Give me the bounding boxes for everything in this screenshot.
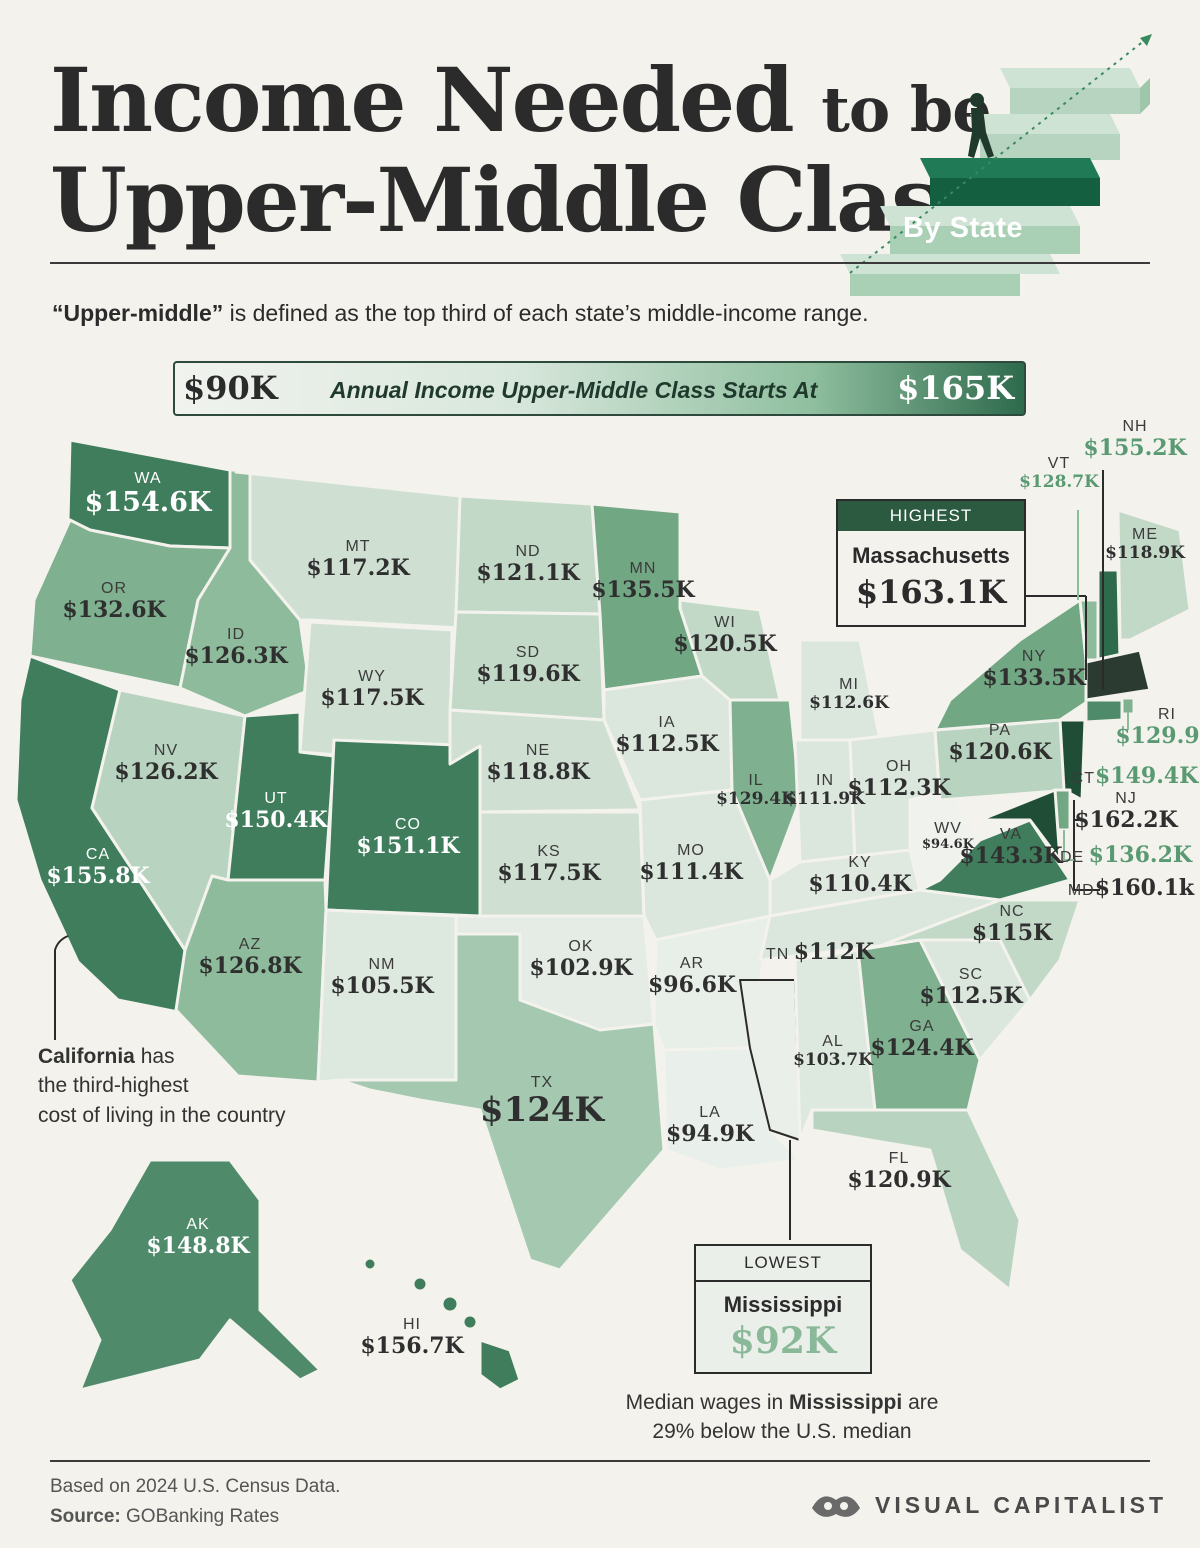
label-NJ: NJ $162.2K bbox=[1074, 790, 1178, 833]
label-AZ: AZ $126.8K bbox=[198, 936, 302, 979]
title-small: to be bbox=[821, 73, 991, 146]
legend-low-value: $90K bbox=[183, 369, 278, 407]
label-DE: DE $136.2K bbox=[1059, 842, 1193, 868]
label-ME: ME $118.9K bbox=[1105, 526, 1185, 563]
label-AR: AR $96.6K bbox=[647, 955, 737, 998]
label-CO: CO $151.1K bbox=[356, 816, 460, 859]
label-IA: IA $112.5K bbox=[615, 714, 719, 757]
state-TX bbox=[338, 932, 666, 1272]
state-MS bbox=[739, 979, 801, 1141]
state-NJ bbox=[1058, 718, 1087, 802]
lowest-state: Mississippi bbox=[723, 1292, 843, 1317]
label-OH: OH $112.3K bbox=[847, 758, 951, 801]
brand-name: VISUAL CAPITALIST bbox=[875, 1492, 1168, 1518]
state-FL bbox=[810, 1108, 1022, 1292]
label-UT: UT $150.4K bbox=[224, 790, 328, 833]
label-CA: CA $155.8K bbox=[46, 846, 150, 889]
label-SC: SC $112.5K bbox=[919, 966, 1023, 1009]
label-GA: GA $124.4K bbox=[870, 1018, 974, 1061]
label-AK: AK $148.8K bbox=[146, 1216, 250, 1259]
state-NC bbox=[878, 898, 1082, 1002]
subtitle-definition: is defined as the top third of each stat… bbox=[229, 300, 869, 326]
label-NY: NY $133.5K bbox=[982, 648, 1086, 691]
state-ME bbox=[1116, 508, 1192, 642]
state-HI bbox=[478, 1338, 522, 1392]
footer-source: Source: GOBanking Rates bbox=[50, 1506, 280, 1527]
label-HI: HI $156.7K bbox=[360, 1316, 464, 1359]
highest-state: Massachusetts bbox=[852, 543, 1010, 568]
subtitle: “Upper-middle” is defined as the top thi… bbox=[52, 300, 868, 327]
label-NC: NC $115K bbox=[971, 903, 1053, 946]
label-NH: NH $155.2K bbox=[1083, 418, 1187, 461]
page-title-line-1: Income Needed to be bbox=[50, 48, 992, 152]
byline: By State bbox=[903, 212, 1024, 244]
stairs-illustration bbox=[840, 34, 1152, 296]
state-AZ bbox=[174, 874, 328, 1084]
label-OK: OK $102.9K bbox=[529, 938, 633, 981]
mississippi-note: Median wages in Mississippi are 29% belo… bbox=[625, 1391, 939, 1444]
state-MD bbox=[978, 788, 1062, 862]
label-MD: MD$160.1k bbox=[1067, 875, 1195, 901]
lowest-value: $92K bbox=[729, 1320, 837, 1362]
label-PA: PA $120.6K bbox=[948, 722, 1052, 765]
label-WI: WI $120.5K bbox=[673, 614, 777, 657]
label-LA: LA $94.9K bbox=[665, 1104, 755, 1147]
label-ID: ID $126.3K bbox=[184, 626, 288, 669]
lowest-callout: LOWEST Mississippi $92K bbox=[694, 1244, 872, 1374]
label-IN: IN $111.9K bbox=[785, 772, 865, 809]
state-RI bbox=[1120, 696, 1136, 716]
state-VA bbox=[918, 818, 1072, 902]
label-AL: AL $103.7K bbox=[793, 1033, 873, 1070]
label-MI: MI $112.6K bbox=[809, 676, 889, 713]
highest-callout: HIGHEST Massachusetts $163.1K bbox=[836, 499, 1026, 627]
subtitle-term: “Upper-middle” bbox=[52, 300, 224, 326]
label-NM: NM $105.5K bbox=[330, 956, 434, 999]
page-title-line-2: Upper-Middle Class bbox=[50, 148, 988, 252]
label-TX: TX $124K bbox=[479, 1074, 605, 1130]
label-ND: ND $121.1K bbox=[476, 543, 580, 586]
label-KY: KY $110.4K bbox=[808, 854, 912, 897]
label-VT: VT $128.7K bbox=[1019, 455, 1099, 492]
highest-label: HIGHEST bbox=[838, 501, 1024, 531]
label-MO: MO $111.4K bbox=[639, 842, 743, 885]
state-AK bbox=[68, 1158, 322, 1392]
label-IL: IL $129.4K bbox=[716, 772, 796, 809]
state-IL bbox=[728, 698, 802, 882]
lowest-label: LOWEST bbox=[696, 1246, 870, 1282]
label-RI: RI$129.9K bbox=[1115, 706, 1200, 749]
label-WA: WA $154.6K bbox=[84, 470, 212, 518]
label-SD: SD $119.6K bbox=[476, 644, 580, 687]
highest-value: $163.1K bbox=[855, 573, 1007, 611]
header-divider bbox=[50, 262, 1150, 264]
label-OR: OR $132.6K bbox=[62, 580, 166, 623]
label-NE: NE $118.8K bbox=[486, 742, 590, 785]
visual-capitalist-logo-icon bbox=[812, 1496, 860, 1517]
state-NH bbox=[1096, 568, 1122, 662]
footer-data-note: Based on 2024 U.S. Census Data. bbox=[50, 1476, 341, 1497]
california-note: California has the third-highest cost of… bbox=[38, 1045, 286, 1127]
label-KS: KS $117.5K bbox=[497, 843, 601, 886]
label-MT: MT $117.2K bbox=[306, 538, 410, 581]
legend-high-value: $165K bbox=[897, 369, 1014, 407]
label-NV: NV $126.2K bbox=[114, 742, 218, 785]
label-WV: WV $94.6K bbox=[921, 820, 975, 852]
label-TN: TN $112K bbox=[765, 939, 875, 965]
footer-divider bbox=[50, 1460, 1150, 1462]
label-FL: FL $120.9K bbox=[847, 1150, 951, 1193]
label-WY: WY $117.5K bbox=[320, 668, 424, 711]
color-legend: $90K Annual Income Upper-Middle Class St… bbox=[173, 361, 1026, 416]
label-VA: VA $143.3K bbox=[959, 826, 1063, 869]
label-CT: CT$149.4K bbox=[1071, 763, 1199, 789]
legend-label: Annual Income Upper-Middle Class Starts … bbox=[330, 377, 818, 403]
label-MN: MN $135.5K bbox=[591, 560, 695, 603]
title-main: Income Needed bbox=[50, 48, 795, 152]
state-CT bbox=[1084, 698, 1124, 724]
